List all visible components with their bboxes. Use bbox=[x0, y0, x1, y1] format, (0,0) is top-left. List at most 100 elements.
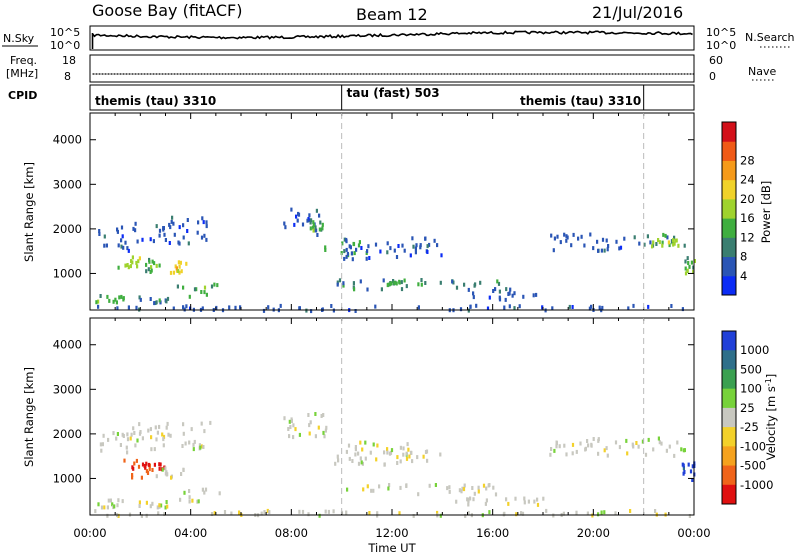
echo-cell bbox=[345, 247, 348, 252]
echo-cell bbox=[550, 233, 553, 238]
echo-cell bbox=[218, 491, 221, 496]
echo-cell bbox=[279, 303, 282, 308]
echo-cell bbox=[295, 214, 298, 219]
echo-cell bbox=[175, 268, 178, 273]
echo-cell bbox=[379, 249, 382, 254]
echo-cell bbox=[138, 295, 141, 300]
echo-cell bbox=[165, 425, 168, 430]
echo-cell bbox=[354, 309, 357, 313]
echo-cell bbox=[141, 436, 144, 441]
echo-cell bbox=[615, 239, 618, 244]
echo-cell bbox=[127, 265, 130, 270]
echo-cell bbox=[436, 243, 439, 248]
echo-cell bbox=[380, 287, 383, 292]
echo-cell bbox=[166, 296, 170, 301]
echo-cell bbox=[586, 511, 589, 516]
echo-cell bbox=[308, 423, 311, 428]
echo-cell bbox=[365, 256, 368, 261]
echo-cell bbox=[287, 427, 290, 431]
echo-cell bbox=[603, 248, 606, 253]
echo-cell bbox=[485, 498, 488, 503]
echo-cell bbox=[146, 471, 150, 475]
echo-cell bbox=[320, 227, 323, 232]
echo-cell bbox=[688, 264, 691, 269]
colorbar-tick-label: -100 bbox=[740, 439, 766, 453]
echo-cell bbox=[106, 513, 109, 518]
echo-cell bbox=[201, 306, 204, 311]
nsearch-tick-bottom: 10^0 bbox=[706, 39, 736, 52]
echo-cell bbox=[632, 303, 635, 308]
echo-cell bbox=[472, 291, 475, 296]
echo-cell bbox=[355, 247, 358, 252]
echo-cell bbox=[197, 220, 200, 225]
cpid-strip-frame bbox=[89, 84, 695, 111]
echo-cell bbox=[364, 456, 367, 461]
echo-cell bbox=[172, 270, 175, 275]
y-tick-label: 2000 bbox=[53, 427, 82, 441]
echo-cell bbox=[571, 442, 575, 447]
echo-cell bbox=[588, 306, 591, 311]
echo-cell bbox=[345, 254, 348, 259]
echo-cell bbox=[466, 497, 469, 502]
echo-cell bbox=[411, 459, 414, 464]
echo-cell bbox=[370, 488, 373, 493]
echo-cell bbox=[458, 488, 461, 493]
x-tick-label: 00:00 bbox=[677, 526, 710, 540]
echo-cell bbox=[131, 473, 134, 477]
echo-cell bbox=[341, 241, 344, 246]
echo-cell bbox=[366, 249, 369, 254]
echo-cell bbox=[677, 243, 680, 248]
echo-cell bbox=[210, 512, 214, 516]
echo-cell bbox=[305, 308, 308, 313]
echo-cell bbox=[372, 442, 375, 447]
echo-cell bbox=[239, 305, 242, 310]
echo-cell bbox=[157, 511, 160, 516]
echo-cell bbox=[498, 289, 501, 294]
echo-cell bbox=[552, 248, 555, 253]
echo-cell bbox=[684, 259, 687, 264]
colorbar-frame bbox=[721, 330, 737, 505]
echo-cell bbox=[607, 244, 610, 248]
echo-cell bbox=[296, 218, 299, 223]
echo-cell bbox=[345, 449, 348, 454]
echo-cell bbox=[294, 427, 297, 432]
echo-cell bbox=[626, 451, 629, 456]
echo-cell bbox=[683, 243, 686, 248]
colorbar-segment bbox=[722, 388, 736, 409]
echo-cell bbox=[133, 461, 136, 466]
echo-cell bbox=[646, 234, 649, 239]
echo-cell bbox=[147, 428, 150, 433]
echo-cell bbox=[160, 503, 163, 508]
echo-cell bbox=[577, 236, 580, 241]
echo-cell bbox=[424, 236, 427, 241]
echo-cell bbox=[298, 306, 301, 311]
echo-cell bbox=[150, 435, 153, 440]
x-tick-label: 00:00 bbox=[73, 526, 106, 540]
echo-cell bbox=[467, 502, 470, 507]
echo-cell bbox=[170, 219, 173, 224]
echo-cell bbox=[579, 441, 582, 446]
echo-cell bbox=[141, 462, 145, 467]
colorbar-tick-label: 20 bbox=[740, 192, 755, 206]
x-tick-label: 08:00 bbox=[275, 526, 308, 540]
echo-cell bbox=[193, 287, 197, 292]
echo-cell bbox=[95, 300, 98, 305]
echo-cell bbox=[654, 509, 657, 513]
echo-cell bbox=[138, 256, 141, 261]
echo-cell bbox=[111, 502, 114, 507]
echo-cell bbox=[138, 504, 141, 508]
echo-cell bbox=[652, 240, 655, 245]
echo-cell bbox=[309, 420, 312, 425]
echo-cell bbox=[643, 242, 646, 247]
echo-cell bbox=[389, 246, 392, 251]
echo-cell bbox=[354, 445, 357, 449]
echo-cell bbox=[145, 513, 148, 518]
echo-cell bbox=[288, 419, 291, 424]
echo-cell bbox=[127, 248, 130, 253]
echo-cell bbox=[182, 235, 185, 240]
echo-cell bbox=[532, 293, 535, 298]
colorbar-segment bbox=[722, 350, 736, 370]
echo-cell bbox=[177, 269, 180, 273]
echo-cell bbox=[163, 512, 166, 516]
echo-cell bbox=[154, 425, 157, 430]
